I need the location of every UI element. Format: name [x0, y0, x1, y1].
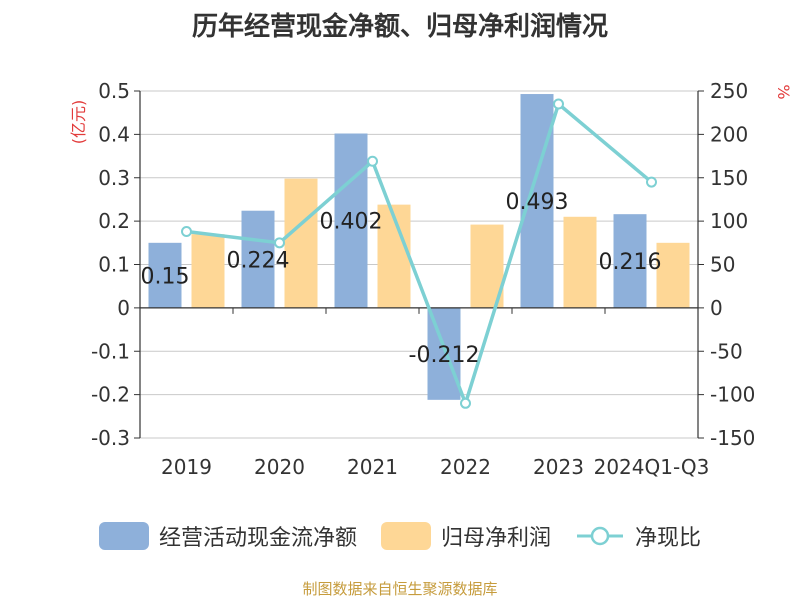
legend-label-net-profit: 归母净利润: [440, 526, 551, 551]
right-tick-label: -150: [710, 426, 755, 450]
left-tick-label: -0.3: [91, 426, 130, 450]
right-tick-label: -100: [710, 383, 755, 407]
bar-cash-flow: [148, 242, 182, 308]
x-tick-label: 2019: [161, 455, 212, 479]
x-tick-label: 2022: [440, 455, 491, 479]
bar-cash-flow: [334, 133, 368, 308]
left-tick-label: 0.1: [98, 253, 130, 277]
legend-label-ratio: 净现比: [635, 526, 702, 551]
left-tick-label: 0.2: [98, 209, 130, 233]
chart-title: 历年经营现金净额、归母净利润情况: [191, 12, 608, 42]
legend-item-cash-flow[interactable]: 经营活动现金流净额: [98, 520, 357, 552]
legend-label-cash-flow: 经营活动现金流净额: [158, 526, 357, 551]
right-tick-label: 150: [710, 166, 748, 190]
left-tick-label: 0.4: [98, 122, 130, 146]
bar-data-label: 0.15: [141, 264, 190, 289]
ratio-line: [186, 102, 653, 406]
x-tick-label: 2023: [533, 455, 584, 479]
ratio-point: [367, 155, 378, 167]
bar-data-label: 0.216: [599, 250, 662, 275]
source-note: 制图数据来自恒生聚源数据库: [302, 580, 498, 598]
ratio-point: [460, 397, 471, 409]
x-tick-label: 2020: [254, 455, 305, 479]
legend-item-ratio[interactable]: 净现比: [575, 520, 701, 552]
left-tick-label: 0.5: [98, 79, 130, 103]
left-tick-label: 0: [117, 296, 130, 320]
left-axis-unit: (亿元): [69, 100, 88, 145]
right-tick-label: 50: [710, 253, 735, 277]
bar-cash-flow: [613, 214, 647, 308]
right-tick-label: 250: [710, 79, 748, 103]
bar-net-profit: [563, 216, 597, 308]
ratio-point: [553, 98, 564, 110]
right-tick-label: -50: [710, 339, 743, 363]
right-tick-label: 100: [710, 209, 748, 233]
bar-net-profit: [191, 234, 225, 308]
bar-net-profit: [656, 242, 690, 308]
ratio-point: [646, 176, 657, 188]
bar-cash-flow: [241, 210, 275, 308]
legend: 经营活动现金流净额 归母净利润 净现比: [0, 518, 800, 554]
left-tick-label: -0.2: [91, 383, 130, 407]
ratio-point: [274, 237, 285, 249]
legend-swatch-cash-flow: [98, 522, 149, 550]
right-axis-unit: %: [774, 84, 793, 99]
bar-data-label: -0.212: [409, 343, 480, 368]
right-tick-label: 200: [710, 122, 748, 146]
bar-data-label: 0.402: [320, 210, 383, 235]
bar-data-label: 0.224: [227, 248, 290, 273]
legend-item-net-profit[interactable]: 归母净利润: [380, 520, 551, 552]
bar-net-profit: [284, 178, 318, 308]
legend-swatch-net-profit: [380, 522, 431, 550]
left-tick-label: -0.1: [91, 339, 130, 363]
left-tick-label: 0.3: [98, 166, 130, 190]
x-tick-label: 2021: [347, 455, 398, 479]
x-tick-label: 2024Q1-Q3: [594, 455, 710, 479]
bar-cash-flow: [520, 94, 554, 308]
ratio-point: [181, 226, 192, 238]
right-tick-label: 0: [710, 296, 723, 320]
legend-swatch-ratio: [577, 526, 623, 546]
bar-data-label: 0.493: [506, 190, 569, 215]
